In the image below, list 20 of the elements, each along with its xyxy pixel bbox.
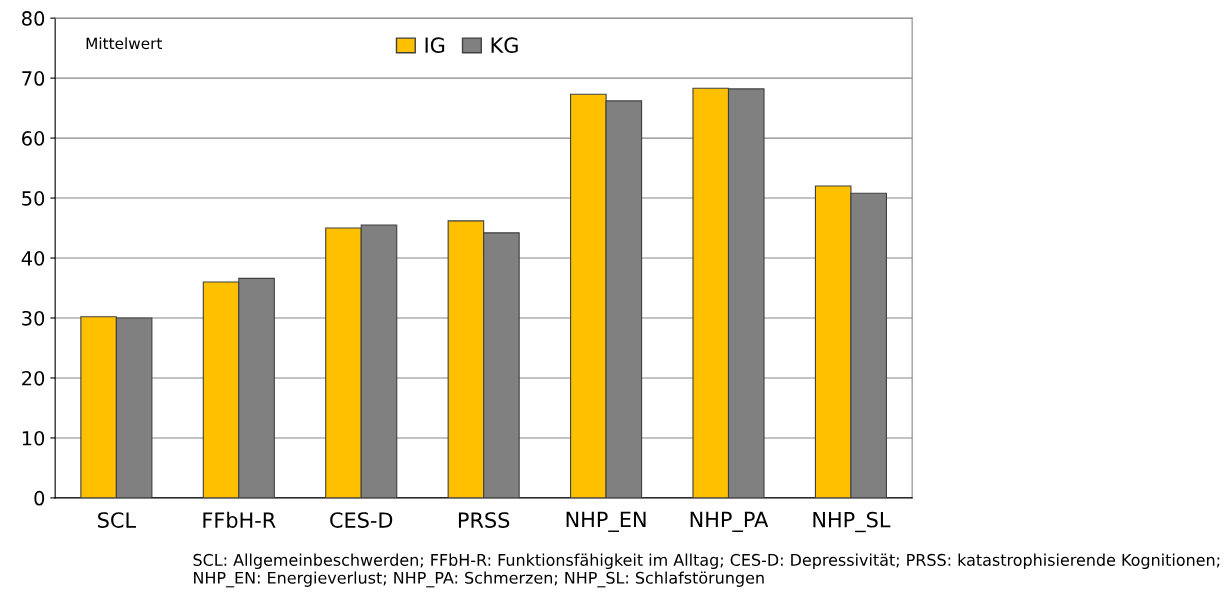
y-tick-label: 10 <box>22 430 45 446</box>
y-tick-label: 40 <box>21 250 45 266</box>
y-tick-label: 80 <box>22 11 45 26</box>
legend-label: KG <box>491 37 518 54</box>
x-tick-label: NHP_SL <box>813 511 891 533</box>
x-tick-label: NHP_EN <box>566 511 646 532</box>
y-tick-label: 50 <box>22 191 45 206</box>
legend-label: IG <box>425 37 445 54</box>
text: SCL: Allgemeinbeschwerden; FFbH-R: Funktionsfähigkeit im Alltag; CES-D: Depressivität; PRSS: katastrophisierende Kognitionen; NHP_EN: Energieverlust; NHP_PA: Schmerzen; NHP_SL: Schlafstörungen <box>193 553 1220 588</box>
x-tick-label: FFbH-R <box>203 511 276 528</box>
x-tick-label: PRSS <box>458 512 510 528</box>
x-tick-label: CES-D <box>330 512 393 528</box>
y-tick-label: 20 <box>22 370 45 386</box>
x-tick-label: NHP_PA <box>690 511 769 532</box>
y-tick-label: 0 <box>34 490 45 506</box>
y-tick-label: 60 <box>22 131 45 146</box>
y-tick-label: 30 <box>22 310 45 326</box>
y-tick-label: 70 <box>22 71 45 86</box>
x-tick-label: SCL <box>98 512 136 528</box>
annotation: Mittelwert <box>86 37 163 50</box>
